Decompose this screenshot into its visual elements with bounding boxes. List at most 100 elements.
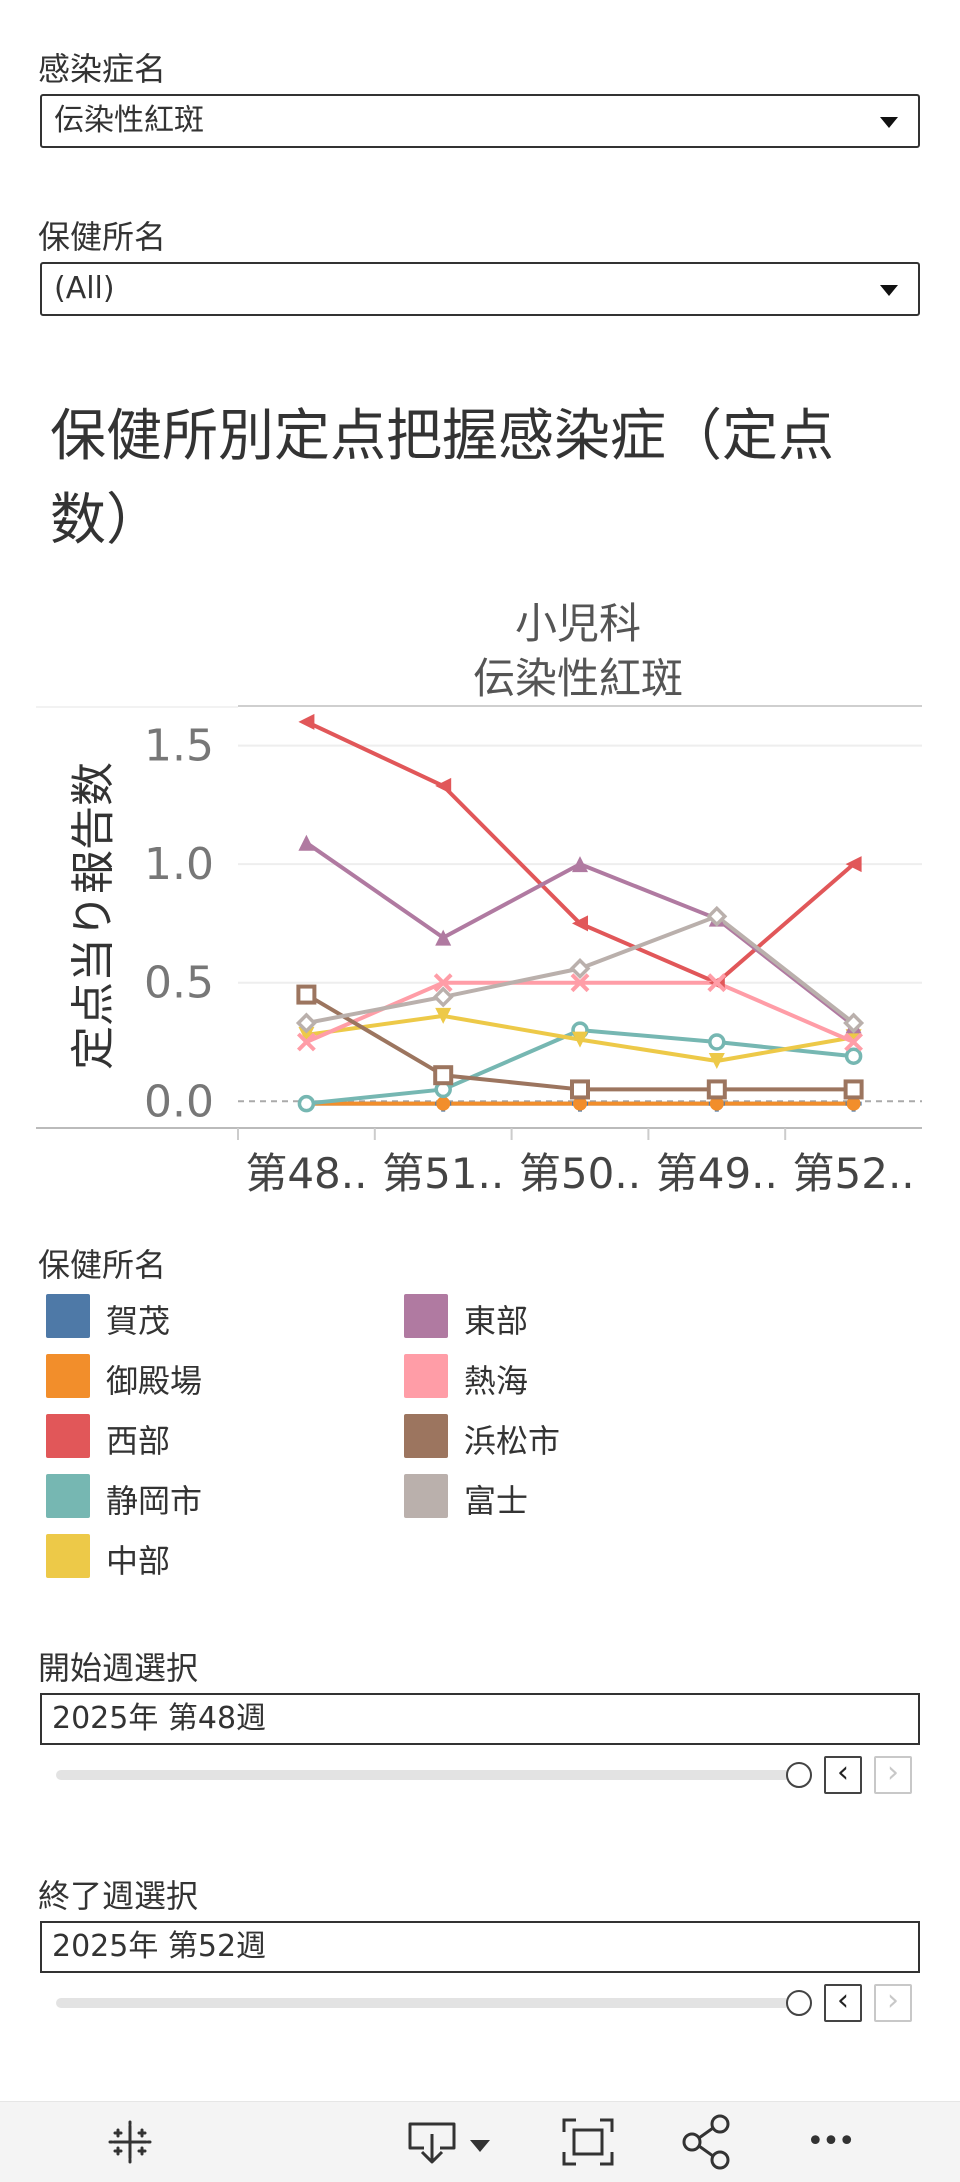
disease-select[interactable]: 伝染性紅斑 [40, 94, 920, 148]
series-markers-group [295, 905, 865, 1034]
start-week-prev-button[interactable]: ‹ [824, 1756, 862, 1794]
data-point [572, 856, 588, 873]
y-tick-label: 0.5 [144, 958, 214, 1009]
data-point [706, 905, 728, 927]
chevron-down-icon [880, 117, 898, 128]
legend-label: 西部 [106, 1422, 171, 1460]
data-point [435, 1007, 452, 1024]
end-week-next-button[interactable]: › [874, 1984, 912, 2022]
start-week-slider-thumb[interactable] [786, 1762, 812, 1788]
legend-label: 東部 [464, 1302, 529, 1340]
chevron-down-icon [880, 285, 898, 296]
end-week-prev-button[interactable]: ‹ [824, 1984, 862, 2022]
chevron-right-icon: › [887, 1983, 899, 2018]
chart-header-line-1: 小児科 [515, 599, 641, 648]
data-point [708, 1052, 725, 1069]
series-markers [295, 713, 865, 1113]
data-point [709, 1096, 724, 1111]
x-tick-labels: 第48.. 第51.. 第50.. 第49.. 第52.. [237, 1128, 915, 1198]
chevron-left-icon: ‹ [837, 1983, 849, 2018]
series-line [305, 720, 855, 985]
x-tick-label: 第51.. [382, 1149, 504, 1198]
legend-label: 熱海 [464, 1362, 529, 1400]
data-point [706, 1079, 727, 1100]
y-tick-labels: 0.0 0.5 1.0 1.5 [144, 721, 214, 1128]
legend-swatch [46, 1354, 90, 1398]
data-point [298, 834, 315, 851]
legend-label: 浜松市 [464, 1422, 561, 1460]
legend-label: 中部 [106, 1542, 171, 1580]
series-markers-group [296, 973, 864, 1052]
data-point [846, 1096, 861, 1111]
legend-swatch [46, 1294, 90, 1338]
chevron-left-icon: ‹ [837, 1755, 849, 1790]
legend-label: 御殿場 [106, 1362, 203, 1400]
health-center-select-value: (All) [54, 271, 115, 306]
x-tick-label: 第49.. [656, 1149, 778, 1198]
series-markers-group [296, 984, 864, 1100]
data-point [708, 1033, 726, 1051]
y-axis-label: 定点当り報告数 [68, 762, 119, 1070]
share-icon[interactable] [676, 2102, 736, 2182]
download-icon[interactable] [404, 2102, 500, 2182]
health-center-filter-label: 保健所名 [38, 218, 167, 256]
chart-header-line-2: 伝染性紅斑 [473, 654, 683, 703]
health-center-select[interactable]: (All) [40, 262, 920, 316]
data-point [436, 1096, 451, 1111]
start-week-next-button[interactable]: › [874, 1756, 912, 1794]
disease-select-value: 伝染性紅斑 [54, 103, 204, 138]
data-point [569, 958, 591, 979]
y-tick-label: 1.5 [144, 721, 214, 772]
tableau-logo-icon[interactable] [100, 2102, 160, 2182]
legend-swatch [404, 1474, 448, 1518]
y-tick-label: 0.0 [144, 1076, 214, 1127]
disease-filter-label: 感染症名 [38, 50, 167, 88]
legend-label: 賀茂 [106, 1302, 171, 1340]
data-point [433, 1065, 454, 1086]
legend-label: 静岡市 [106, 1482, 203, 1520]
data-point [296, 984, 317, 1005]
data-point [570, 1079, 590, 1100]
bottom-toolbar: ••• [0, 2101, 960, 2182]
chart-title: 保健所別定点把握感染症（定点数） [50, 404, 834, 553]
start-week-label: 開始週選択 [38, 1649, 199, 1687]
data-point [573, 1096, 587, 1111]
legend-label: 富士 [464, 1482, 529, 1520]
data-point [570, 973, 590, 993]
data-point [298, 713, 315, 730]
data-point [843, 1079, 864, 1100]
legend-swatch [46, 1534, 90, 1578]
data-point [572, 915, 588, 932]
end-week-label: 終了週選択 [38, 1877, 199, 1915]
data-point [295, 1012, 317, 1034]
end-week-slider-thumb[interactable] [786, 1990, 812, 2016]
data-point [435, 929, 452, 946]
legend-swatch [46, 1414, 90, 1458]
x-tick-label: 第50.. [519, 1149, 641, 1198]
legend-swatch [404, 1294, 448, 1338]
legend-swatch [404, 1414, 448, 1458]
x-tick-label: 第48.. [245, 1149, 367, 1198]
data-point [844, 1047, 863, 1065]
data-point [572, 1031, 588, 1048]
fullscreen-icon[interactable] [556, 2102, 620, 2182]
data-point [432, 986, 454, 1008]
start-week-slider-track[interactable] [56, 1770, 790, 1780]
legend-title: 保健所名 [38, 1246, 167, 1284]
y-tick-label: 1.0 [144, 839, 214, 890]
chevron-right-icon: › [887, 1755, 899, 1790]
more-icon[interactable]: ••• [806, 2124, 855, 2159]
data-point [297, 1094, 316, 1113]
data-point [435, 777, 452, 794]
end-week-slider-track[interactable] [56, 1998, 790, 2008]
x-tick-label: 第52.. [793, 1149, 915, 1198]
start-week-input[interactable]: 2025年 第48週 [40, 1693, 920, 1745]
data-point [707, 973, 727, 993]
legend-swatch [404, 1354, 448, 1398]
series-markers-group [298, 713, 862, 991]
data-point [845, 856, 862, 873]
end-week-input[interactable]: 2025年 第52週 [40, 1921, 920, 1973]
legend-swatch [46, 1474, 90, 1518]
data-point [433, 973, 453, 993]
data-point [296, 1032, 316, 1052]
